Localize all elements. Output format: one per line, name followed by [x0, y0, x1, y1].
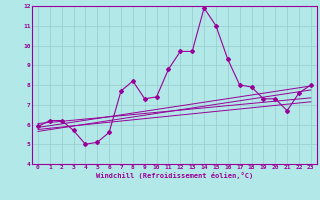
X-axis label: Windchill (Refroidissement éolien,°C): Windchill (Refroidissement éolien,°C)	[96, 172, 253, 179]
